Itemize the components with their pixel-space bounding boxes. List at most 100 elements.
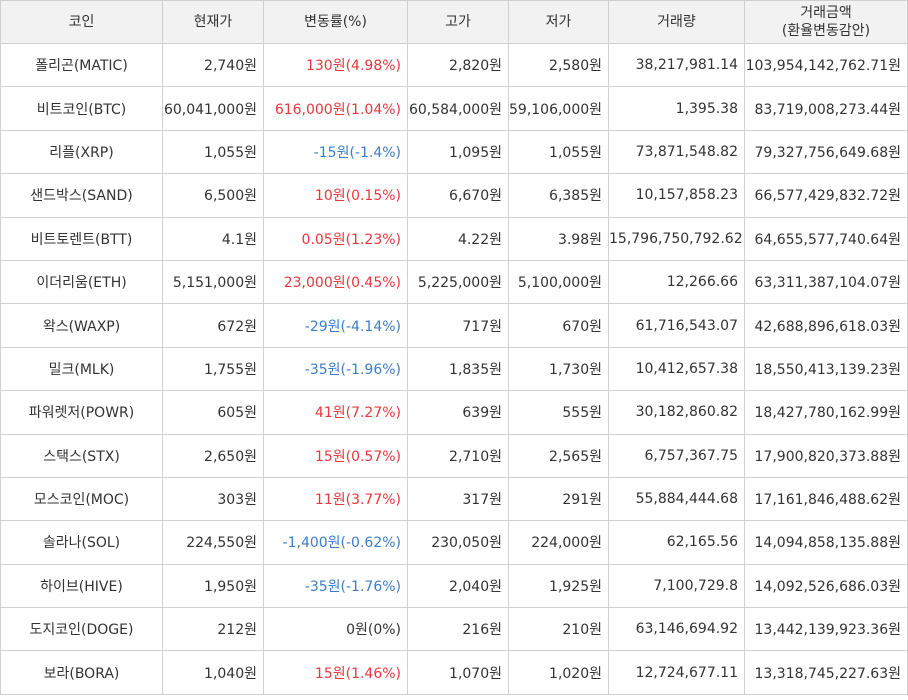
header-amount[interactable]: 거래금액 (환율변동감안) [744,0,908,44]
coin-name-cell[interactable]: 도지코인(DOGE) [0,607,163,652]
high-cell: 317원 [407,476,509,522]
header-low[interactable]: 저가 [508,0,609,44]
volume-cell: 63,146,694.92 [608,607,745,652]
table-row[interactable]: 모스코인(MOC) 303원 11원(3.77%) 317원 291원 55,884,44… [0,476,908,522]
high-cell: 2,710원 [407,433,509,478]
amount-cell: 13,318,745,227.63원 [744,650,908,695]
table-row[interactable]: 하이브(HIVE) 1,950원 -35원(-1.76%) 2,040원 1,925원 7… [0,563,908,609]
low-cell: 2,580원 [508,42,609,88]
price-cell: 672원 [162,303,264,348]
change-cell: 23,000원(0.45%) [263,259,408,305]
low-cell: 555원 [508,390,609,435]
high-cell: 5,225,000원 [407,259,509,305]
amount-cell: 14,092,526,686.03원 [744,563,908,609]
price-cell: 1,755원 [162,346,264,392]
table-row[interactable]: 비트토렌트(BTT) 4.1원 0.05원(1.23%) 4.22원 3.98원 15,7… [0,216,908,261]
coin-name-cell[interactable]: 비트토렌트(BTT) [0,216,163,261]
change-cell: 130원(4.98%) [263,42,408,88]
table-header: 코인 현재가 변동률(%) 고가 저가 거래량 거래금액 (환율변동감안) [0,0,908,44]
amount-cell: 17,900,820,373.88원 [744,433,908,478]
coin-name-cell[interactable]: 샌드박스(SAND) [0,173,163,218]
amount-cell: 17,161,846,488.62원 [744,476,908,522]
coin-name-cell[interactable]: 폴리곤(MATIC) [0,42,163,88]
coin-name-cell[interactable]: 모스코인(MOC) [0,476,163,522]
low-cell: 59,106,000원 [508,86,609,131]
price-cell: 2,740원 [162,42,264,88]
header-row: 코인 현재가 변동률(%) 고가 저가 거래량 거래금액 (환율변동감안) [0,0,908,44]
coin-name-cell[interactable]: 밀크(MLK) [0,346,163,392]
volume-cell: 61,716,543.07 [608,303,745,348]
low-cell: 1,055원 [508,129,609,175]
table-row[interactable]: 비트코인(BTC) 60,041,000원 616,000원(1.04%) 60,58… [0,86,908,131]
volume-cell: 6,757,367.75 [608,433,745,478]
header-volume[interactable]: 거래량 [608,0,745,44]
volume-cell: 7,100,729.8 [608,563,745,609]
coin-name-cell[interactable]: 솔라나(SOL) [0,520,163,565]
high-cell: 230,050원 [407,520,509,565]
change-cell: 0원(0%) [263,607,408,652]
low-cell: 5,100,000원 [508,259,609,305]
coin-name-cell[interactable]: 스택스(STX) [0,433,163,478]
table-row[interactable]: 리플(XRP) 1,055원 -15원(-1.4%) 1,095원 1,055원 73,8… [0,129,908,175]
table-row[interactable]: 스택스(STX) 2,650원 15원(0.57%) 2,710원 2,565원 6,75… [0,433,908,478]
high-cell: 2,040원 [407,563,509,609]
table-row[interactable]: 왁스(WAXP) 672원 -29원(-4.14%) 717원 670원 61,716,5… [0,303,908,348]
change-cell: 0.05원(1.23%) [263,216,408,261]
high-cell: 2,820원 [407,42,509,88]
price-cell: 224,550원 [162,520,264,565]
change-cell: 11원(3.77%) [263,476,408,522]
high-cell: 4.22원 [407,216,509,261]
high-cell: 6,670원 [407,173,509,218]
header-price[interactable]: 현재가 [162,0,264,44]
table-row[interactable]: 보라(BORA) 1,040원 15원(1.46%) 1,070원 1,020원 12,7… [0,650,908,695]
coin-name-cell[interactable]: 리플(XRP) [0,129,163,175]
amount-cell: 42,688,896,618.03원 [744,303,908,348]
table-body: 폴리곤(MATIC) 2,740원 130원(4.98%) 2,820원 2,580원 3… [0,42,908,695]
volume-cell: 1,395.38 [608,86,745,131]
header-coin[interactable]: 코인 [0,0,163,44]
high-cell: 1,095원 [407,129,509,175]
amount-cell: 18,427,780,162.99원 [744,390,908,435]
volume-cell: 30,182,860.82 [608,390,745,435]
amount-cell: 18,550,413,139.23원 [744,346,908,392]
table-row[interactable]: 이더리움(ETH) 5,151,000원 23,000원(0.45%) 5,225,0… [0,259,908,305]
low-cell: 1,020원 [508,650,609,695]
table-row[interactable]: 밀크(MLK) 1,755원 -35원(-1.96%) 1,835원 1,730원 10,… [0,346,908,392]
volume-cell: 55,884,444.68 [608,476,745,522]
amount-cell: 63,311,387,104.07원 [744,259,908,305]
header-amount-note: (환율변동감안) [781,23,871,39]
change-cell: 10원(0.15%) [263,173,408,218]
price-cell: 303원 [162,476,264,522]
change-cell: -29원(-4.14%) [263,303,408,348]
table-row[interactable]: 파워렛저(POWR) 605원 41원(7.27%) 639원 555원 30,182,8… [0,390,908,435]
high-cell: 1,835원 [407,346,509,392]
coin-name-cell[interactable]: 비트코인(BTC) [0,86,163,131]
high-cell: 639원 [407,390,509,435]
low-cell: 291원 [508,476,609,522]
low-cell: 1,730원 [508,346,609,392]
coin-name-cell[interactable]: 파워렛저(POWR) [0,390,163,435]
change-cell: 616,000원(1.04%) [263,86,408,131]
change-cell: -35원(-1.76%) [263,563,408,609]
volume-cell: 38,217,981.14 [608,42,745,88]
coin-name-cell[interactable]: 이더리움(ETH) [0,259,163,305]
change-cell: -15원(-1.4%) [263,129,408,175]
coin-name-cell[interactable]: 보라(BORA) [0,650,163,695]
coin-name-cell[interactable]: 하이브(HIVE) [0,563,163,609]
volume-cell: 12,724,677.11 [608,650,745,695]
table-row[interactable]: 샌드박스(SAND) 6,500원 10원(0.15%) 6,670원 6,385원 10… [0,173,908,218]
amount-cell: 103,954,142,762.71원 [744,42,908,88]
header-change[interactable]: 변동률(%) [263,0,408,44]
price-cell: 1,040원 [162,650,264,695]
table-row[interactable]: 도지코인(DOGE) 212원 0원(0%) 216원 210원 63,146,694.9… [0,607,908,652]
header-high[interactable]: 고가 [407,0,509,44]
low-cell: 1,925원 [508,563,609,609]
low-cell: 224,000원 [508,520,609,565]
price-cell: 1,950원 [162,563,264,609]
table-row[interactable]: 폴리곤(MATIC) 2,740원 130원(4.98%) 2,820원 2,580원 3… [0,42,908,88]
amount-cell: 64,655,577,740.64원 [744,216,908,261]
table-row[interactable]: 솔라나(SOL) 224,550원 -1,400원(-0.62%) 230,050원 2… [0,520,908,565]
coin-name-cell[interactable]: 왁스(WAXP) [0,303,163,348]
volume-cell: 12,266.66 [608,259,745,305]
change-cell: 15원(0.57%) [263,433,408,478]
